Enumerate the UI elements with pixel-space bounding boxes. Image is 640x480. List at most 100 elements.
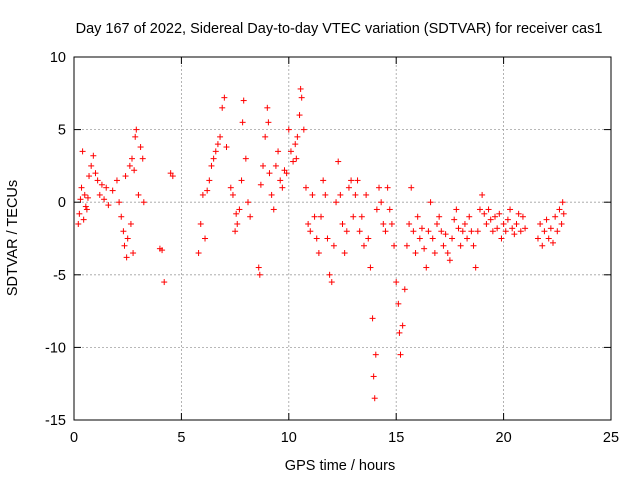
data-point bbox=[266, 170, 273, 177]
data-points bbox=[75, 85, 567, 402]
data-point bbox=[418, 225, 425, 232]
data-point bbox=[79, 148, 86, 155]
data-point bbox=[161, 279, 168, 286]
data-point bbox=[376, 184, 383, 191]
data-point bbox=[468, 228, 475, 235]
data-point bbox=[396, 329, 403, 336]
data-point bbox=[133, 126, 140, 133]
data-point bbox=[121, 242, 128, 249]
data-point bbox=[302, 184, 309, 191]
data-point bbox=[370, 373, 377, 380]
data-point bbox=[358, 213, 365, 220]
data-point bbox=[464, 235, 471, 242]
data-point bbox=[217, 133, 224, 140]
data-point bbox=[436, 213, 443, 220]
data-point bbox=[277, 177, 284, 184]
data-point bbox=[109, 187, 116, 194]
data-point bbox=[517, 228, 524, 235]
y-tick-label: -10 bbox=[45, 340, 66, 356]
data-point bbox=[354, 177, 361, 184]
data-point bbox=[414, 213, 421, 220]
data-point bbox=[350, 213, 357, 220]
data-point bbox=[324, 235, 331, 242]
data-point bbox=[234, 220, 241, 227]
data-point bbox=[294, 133, 301, 140]
data-point bbox=[210, 155, 217, 162]
data-point bbox=[77, 196, 84, 203]
data-point bbox=[75, 220, 82, 227]
data-point bbox=[255, 264, 262, 271]
x-tick-label: 0 bbox=[70, 430, 78, 446]
data-point bbox=[238, 177, 245, 184]
data-point bbox=[384, 184, 391, 191]
data-point bbox=[76, 210, 83, 217]
data-point bbox=[474, 228, 481, 235]
data-point bbox=[431, 250, 438, 257]
data-point bbox=[84, 194, 91, 201]
data-point bbox=[427, 199, 434, 206]
x-tick-label: 25 bbox=[603, 430, 619, 446]
data-point bbox=[513, 220, 520, 227]
data-point bbox=[393, 279, 400, 286]
data-point bbox=[502, 228, 509, 235]
data-point bbox=[297, 85, 304, 92]
data-point bbox=[552, 213, 559, 220]
data-point bbox=[82, 203, 89, 210]
data-point bbox=[83, 206, 90, 213]
data-point bbox=[265, 119, 272, 126]
data-point bbox=[395, 300, 402, 307]
data-point bbox=[260, 162, 267, 169]
data-point bbox=[416, 235, 423, 242]
data-point bbox=[399, 322, 406, 329]
data-point bbox=[476, 206, 483, 213]
data-point bbox=[485, 206, 492, 213]
data-point bbox=[522, 225, 529, 232]
data-point bbox=[96, 191, 103, 198]
data-point bbox=[494, 225, 501, 232]
data-point bbox=[519, 213, 526, 220]
data-point bbox=[197, 220, 204, 227]
data-point bbox=[105, 202, 112, 209]
data-point bbox=[320, 177, 327, 184]
data-point bbox=[461, 220, 468, 227]
data-point bbox=[118, 213, 125, 220]
data-point bbox=[233, 210, 240, 217]
data-point bbox=[541, 228, 548, 235]
data-point bbox=[466, 213, 473, 220]
data-point bbox=[455, 225, 462, 232]
data-point bbox=[307, 228, 314, 235]
x-axis-label: GPS time / hours bbox=[285, 458, 395, 474]
data-point bbox=[410, 228, 417, 235]
data-point bbox=[219, 104, 226, 111]
x-tick-label: 10 bbox=[281, 430, 297, 446]
data-point bbox=[123, 254, 130, 261]
data-point bbox=[244, 199, 251, 206]
data-point bbox=[337, 191, 344, 198]
data-point bbox=[459, 228, 466, 235]
y-axis-label: SDTVAR / TECUs bbox=[5, 180, 21, 296]
data-point bbox=[440, 242, 447, 249]
y-tick-label: -15 bbox=[45, 413, 66, 429]
data-point bbox=[257, 181, 264, 188]
data-point bbox=[339, 220, 346, 227]
data-point bbox=[292, 141, 299, 148]
data-point bbox=[199, 191, 206, 198]
data-point bbox=[195, 250, 202, 257]
data-point bbox=[88, 162, 95, 169]
data-point bbox=[423, 264, 430, 271]
data-point bbox=[378, 199, 385, 206]
data-point bbox=[356, 228, 363, 235]
data-point bbox=[470, 242, 477, 249]
data-point bbox=[169, 173, 176, 180]
axis-ticks: 0 5 10 15 20 25 -15 -10 -5 0 5 10 bbox=[45, 50, 619, 446]
data-point bbox=[98, 181, 105, 188]
plot-frame bbox=[73, 56, 612, 421]
data-point bbox=[298, 94, 305, 101]
data-point bbox=[330, 242, 337, 249]
data-point bbox=[270, 206, 277, 213]
x-tick-label: 20 bbox=[496, 430, 512, 446]
data-point bbox=[262, 133, 269, 140]
data-point bbox=[229, 191, 236, 198]
data-point bbox=[214, 141, 221, 148]
data-point bbox=[343, 228, 350, 235]
